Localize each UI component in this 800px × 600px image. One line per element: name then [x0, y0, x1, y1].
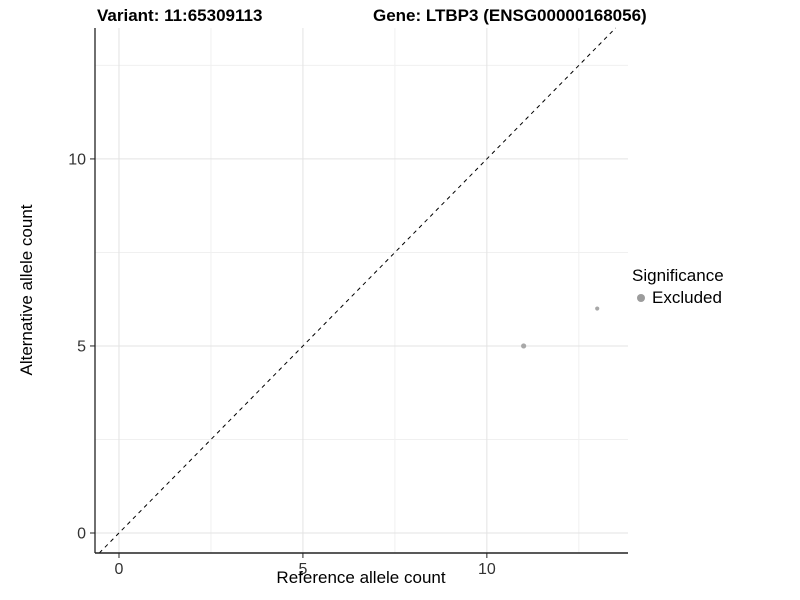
minor-gridlines: [95, 28, 628, 553]
legend-item-label: Excluded: [652, 288, 722, 307]
x-tick-label: 10: [478, 561, 496, 578]
x-tick-label: 5: [298, 561, 307, 578]
data-points: [521, 306, 600, 349]
y-tick-label: 0: [77, 525, 86, 542]
major-gridlines: [95, 28, 628, 553]
plot-title-gene: Gene: LTBP3 (ENSG00000168056): [373, 6, 647, 25]
axis-ticks: [90, 158, 488, 558]
data-point: [521, 343, 527, 349]
legend-item-excluded: Excluded: [632, 288, 724, 308]
plot-title-variant: Variant: 11:65309113: [97, 6, 263, 25]
identity-line: [98, 27, 616, 554]
y-axis-label: Alternative allele count: [17, 204, 36, 376]
y-tick-label: 5: [77, 338, 86, 355]
axis-tick-labels: 0 5 10 0 5 10: [68, 151, 496, 578]
x-tick-label: 0: [115, 561, 124, 578]
legend-title: Significance: [632, 266, 724, 285]
legend: Significance Excluded: [632, 266, 724, 308]
x-axis-label: Reference allele count: [276, 568, 446, 587]
y-tick-label: 10: [68, 151, 86, 168]
data-point: [595, 306, 600, 311]
legend-key-dot: [637, 294, 645, 302]
